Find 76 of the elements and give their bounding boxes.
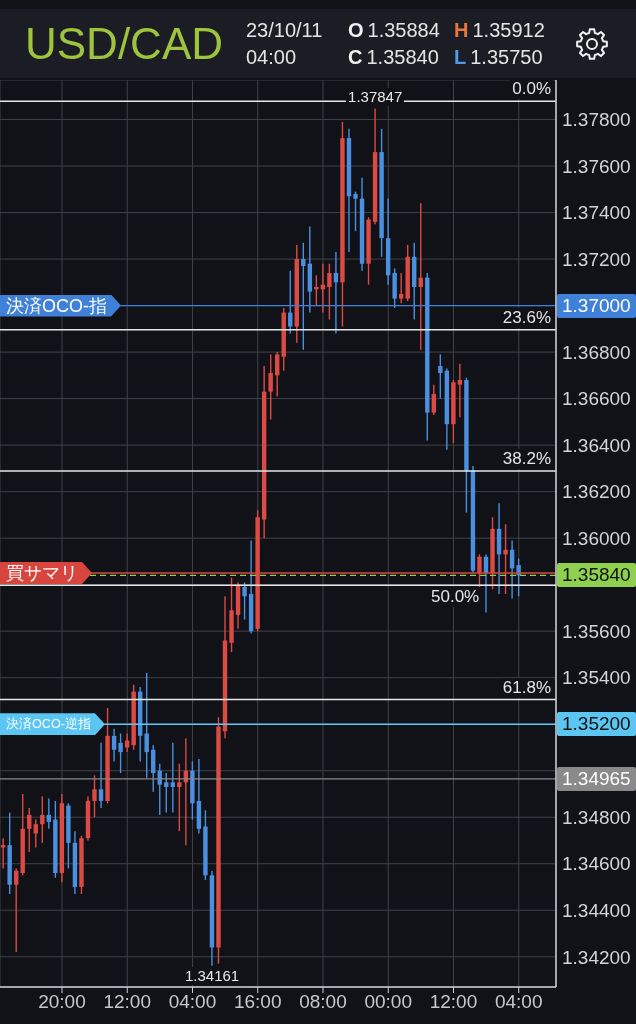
axis-badge: 1.35840 — [557, 563, 636, 588]
y-tick-label: 1.37600 — [562, 155, 631, 177]
ref-line-label: 0.0% — [512, 79, 551, 99]
y-tick-label: 1.36200 — [562, 481, 631, 503]
y-tick-label: 1.36400 — [562, 434, 631, 456]
x-tick-label: 08:00 — [299, 991, 347, 1013]
y-tick-label: 1.37200 — [562, 248, 631, 270]
annotation: 買サマリ — [6, 563, 78, 584]
candlestick — [268, 353, 273, 421]
candlestick — [398, 272, 404, 304]
ref-line-label: 1.35200 — [562, 713, 631, 735]
ref-line-label: 1.34965 — [562, 767, 631, 789]
candlestick — [118, 732, 123, 774]
axis-badge: 1.37000 — [557, 293, 636, 318]
x-tick-label: 12:00 — [429, 991, 478, 1013]
ref-line-label: 50.0% — [431, 587, 480, 607]
ref-line-label: 61.8% — [502, 677, 551, 697]
annotation: 決済OCO-逆指 — [6, 717, 91, 732]
y-tick-label: 1.34200 — [562, 946, 631, 968]
axis-badge: 1.34965 — [557, 766, 636, 791]
x-tick-label: 16:00 — [233, 991, 282, 1013]
candlestick — [327, 263, 332, 321]
candlestick — [151, 744, 156, 793]
y-tick-label: 1.35600 — [562, 620, 631, 642]
candlestick — [92, 774, 97, 818]
y-tick-label: 1.34600 — [562, 853, 631, 875]
x-tick-label: 00:00 — [364, 991, 413, 1013]
axis-badge: 1.35200 — [557, 712, 636, 737]
candlestick — [40, 795, 45, 844]
candlestick — [457, 363, 463, 418]
candlestick — [431, 383, 436, 416]
y-tick-label: 1.35400 — [562, 667, 631, 689]
y-tick-label: 1.36800 — [562, 341, 631, 363]
y-tick-label: 1.34400 — [562, 900, 631, 921]
candlestick — [301, 242, 306, 351]
text: L 1.35750 — [454, 45, 543, 70]
candlestick — [33, 818, 38, 849]
x-tick-label: 20:00 — [38, 991, 86, 1013]
candlestick — [27, 807, 32, 853]
chart-subtitle: 23/10/11 04:00 — [246, 19, 323, 68]
y-tick-label: 1.37800 — [562, 109, 631, 131]
annotation: 1.37847 — [348, 87, 403, 105]
candlestick — [177, 763, 182, 832]
price-tag: 決済OCO-逆指 — [0, 713, 105, 736]
y-tick-label: 1.36600 — [562, 388, 631, 410]
y-tick-label: 1.34800 — [562, 806, 631, 828]
candlestick — [288, 270, 293, 335]
candlestick — [275, 351, 280, 397]
ref-line-label: 23.6% — [502, 307, 551, 327]
x-tick-label: 04:00 — [494, 991, 543, 1013]
ref-line-label: 1.35840 — [562, 564, 631, 586]
text: H 1.35912 — [454, 18, 545, 43]
price-tag: 決済OCO-指 — [0, 294, 121, 317]
y-tick-label: 1.37400 — [562, 202, 631, 224]
y-tick-label: 1.36000 — [562, 527, 631, 549]
candlestick — [14, 867, 19, 953]
candlestick — [164, 772, 169, 814]
text: C 1.35840 — [348, 45, 439, 70]
candlestick — [314, 274, 319, 307]
candlestick — [98, 742, 104, 809]
candlestick — [353, 190, 358, 232]
ref-line-label: 1.37000 — [562, 294, 631, 316]
chart-title: USD/CAD — [25, 19, 224, 68]
ref-line-label: 38.2% — [502, 449, 551, 469]
candlestick — [124, 732, 130, 753]
x-tick-label: 12:00 — [103, 991, 152, 1013]
price-tag: 買サマリ — [0, 562, 92, 585]
candlestick — [242, 581, 247, 621]
x-tick-label: 04:00 — [168, 991, 217, 1013]
annotation: 決済OCO-指 — [6, 295, 107, 316]
candlestick — [111, 728, 117, 763]
candlestick — [438, 353, 443, 400]
candlestick — [46, 797, 52, 830]
annotation: 1.34161 — [184, 966, 240, 984]
candlestick — [170, 742, 175, 814]
text: O 1.35884 — [348, 18, 440, 43]
